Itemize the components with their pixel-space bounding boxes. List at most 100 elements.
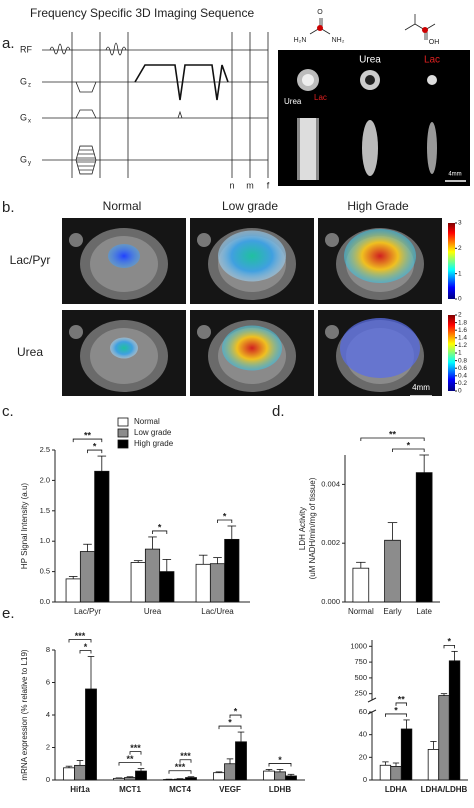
bar	[400, 728, 413, 781]
y-tick-label: 8	[46, 645, 50, 654]
significance-label: *	[228, 717, 232, 727]
y-tick-label: 2.5	[40, 445, 50, 454]
scale-label: 4mm	[412, 383, 430, 392]
bar	[159, 571, 175, 603]
channel-subscript: x	[28, 119, 31, 125]
y-axis-label: HP Signal Intensity (a.u)	[20, 483, 29, 569]
x-tick-label: Urea	[144, 607, 162, 616]
colorbar-tick-label: 0	[458, 388, 462, 395]
phantom-label: Lac	[314, 93, 327, 102]
significance-bracket	[443, 644, 455, 649]
tumor-overlay	[340, 318, 420, 378]
y-tick-label: 0.004	[321, 479, 340, 488]
significance-bracket	[217, 519, 233, 523]
significance-label: ***	[75, 631, 86, 641]
panel-label: e.	[2, 605, 15, 622]
y-tick-label: 0.000	[321, 597, 340, 606]
x-tick-label: Late	[416, 607, 432, 616]
significance-bracket	[87, 449, 103, 454]
significance-bracket	[360, 437, 425, 441]
significance-label: *	[223, 511, 227, 521]
atom-label: O	[317, 9, 323, 16]
significance-bracket	[179, 759, 192, 763]
bar	[224, 538, 240, 603]
colorbar	[448, 315, 455, 391]
significance-bracket	[218, 725, 242, 730]
legend-label: Low grade	[134, 428, 172, 437]
y-tick-label: 1.0	[40, 536, 50, 545]
molecules	[309, 14, 436, 40]
y-tick-label: 40	[359, 730, 367, 739]
tumor-overlay	[110, 337, 138, 359]
bar	[448, 660, 461, 781]
atom-label: OH	[429, 39, 440, 46]
significance-bracket	[68, 639, 92, 643]
column-label: Normal	[103, 199, 142, 213]
significance-label: *	[158, 522, 162, 532]
x-tick-label: Hif1a	[70, 785, 90, 794]
significance-bracket	[129, 751, 142, 755]
significance-bracket	[118, 762, 142, 766]
significance-label: ***	[175, 762, 186, 772]
significance-label: **	[126, 754, 134, 764]
bar	[209, 563, 226, 603]
column-label: High Grade	[347, 199, 409, 213]
x-tick-label: VEGF	[219, 785, 241, 794]
atom-label: NH₂	[332, 37, 345, 44]
bar	[213, 772, 225, 781]
bar	[224, 763, 236, 781]
bar	[130, 562, 146, 603]
channel-label: G	[20, 76, 27, 86]
significance-bracket	[229, 714, 242, 719]
colorbar-tick-label: 0.8	[458, 357, 467, 364]
reference	[197, 233, 211, 247]
legend-label: Normal	[134, 417, 160, 426]
significance-label: *	[234, 706, 238, 716]
significance-label: *	[84, 642, 88, 652]
x-tick-label: LDHB	[269, 785, 291, 794]
significance-label: **	[389, 429, 397, 439]
pulse-sequence	[42, 32, 269, 178]
reference	[69, 233, 83, 247]
channel-subscript: y	[28, 161, 31, 167]
tumor-overlay	[218, 230, 286, 282]
phantom-label: Urea	[284, 97, 302, 106]
colorbar-tick-label: 0	[458, 296, 462, 303]
bar	[174, 778, 186, 781]
carbon-highlight	[422, 27, 428, 33]
x-tick-label: Lac/Urea	[201, 607, 234, 616]
colorbar-tick-label: 0.4	[458, 373, 467, 380]
y-tick-label: 750	[354, 657, 367, 666]
channel-subscript: z	[28, 83, 31, 89]
panel-label: a.	[2, 35, 15, 52]
y-tick-label: 1.5	[40, 506, 50, 515]
bar	[185, 777, 197, 781]
bar	[94, 470, 110, 603]
significance-bracket	[268, 763, 292, 767]
reference	[325, 233, 339, 247]
x-tick-label: LDHA/LDHB	[421, 785, 468, 794]
significance-label: ***	[130, 743, 141, 753]
colorbar-tick-label: 0.6	[458, 365, 467, 372]
colorbar-tick-label: 1	[458, 350, 462, 357]
bar	[274, 771, 286, 781]
colorbar-tick-label: 1.2	[458, 342, 467, 349]
channel-label: G	[20, 154, 27, 164]
colorbar-tick-label: 2	[458, 312, 462, 319]
bar	[285, 775, 297, 781]
bar	[263, 770, 275, 781]
time-mark: n	[229, 180, 234, 190]
bar	[235, 741, 247, 781]
colorbar-tick-label: 1.4	[458, 335, 467, 342]
bar	[85, 688, 97, 781]
reference	[325, 325, 339, 339]
bar	[195, 563, 211, 603]
panel-label: b.	[2, 199, 15, 216]
bar	[390, 766, 402, 781]
significance-label: *	[93, 441, 97, 451]
legend-swatch	[117, 439, 129, 449]
significance-bracket	[152, 530, 168, 534]
tumor-overlay	[222, 325, 282, 371]
significance-bracket	[385, 713, 407, 717]
